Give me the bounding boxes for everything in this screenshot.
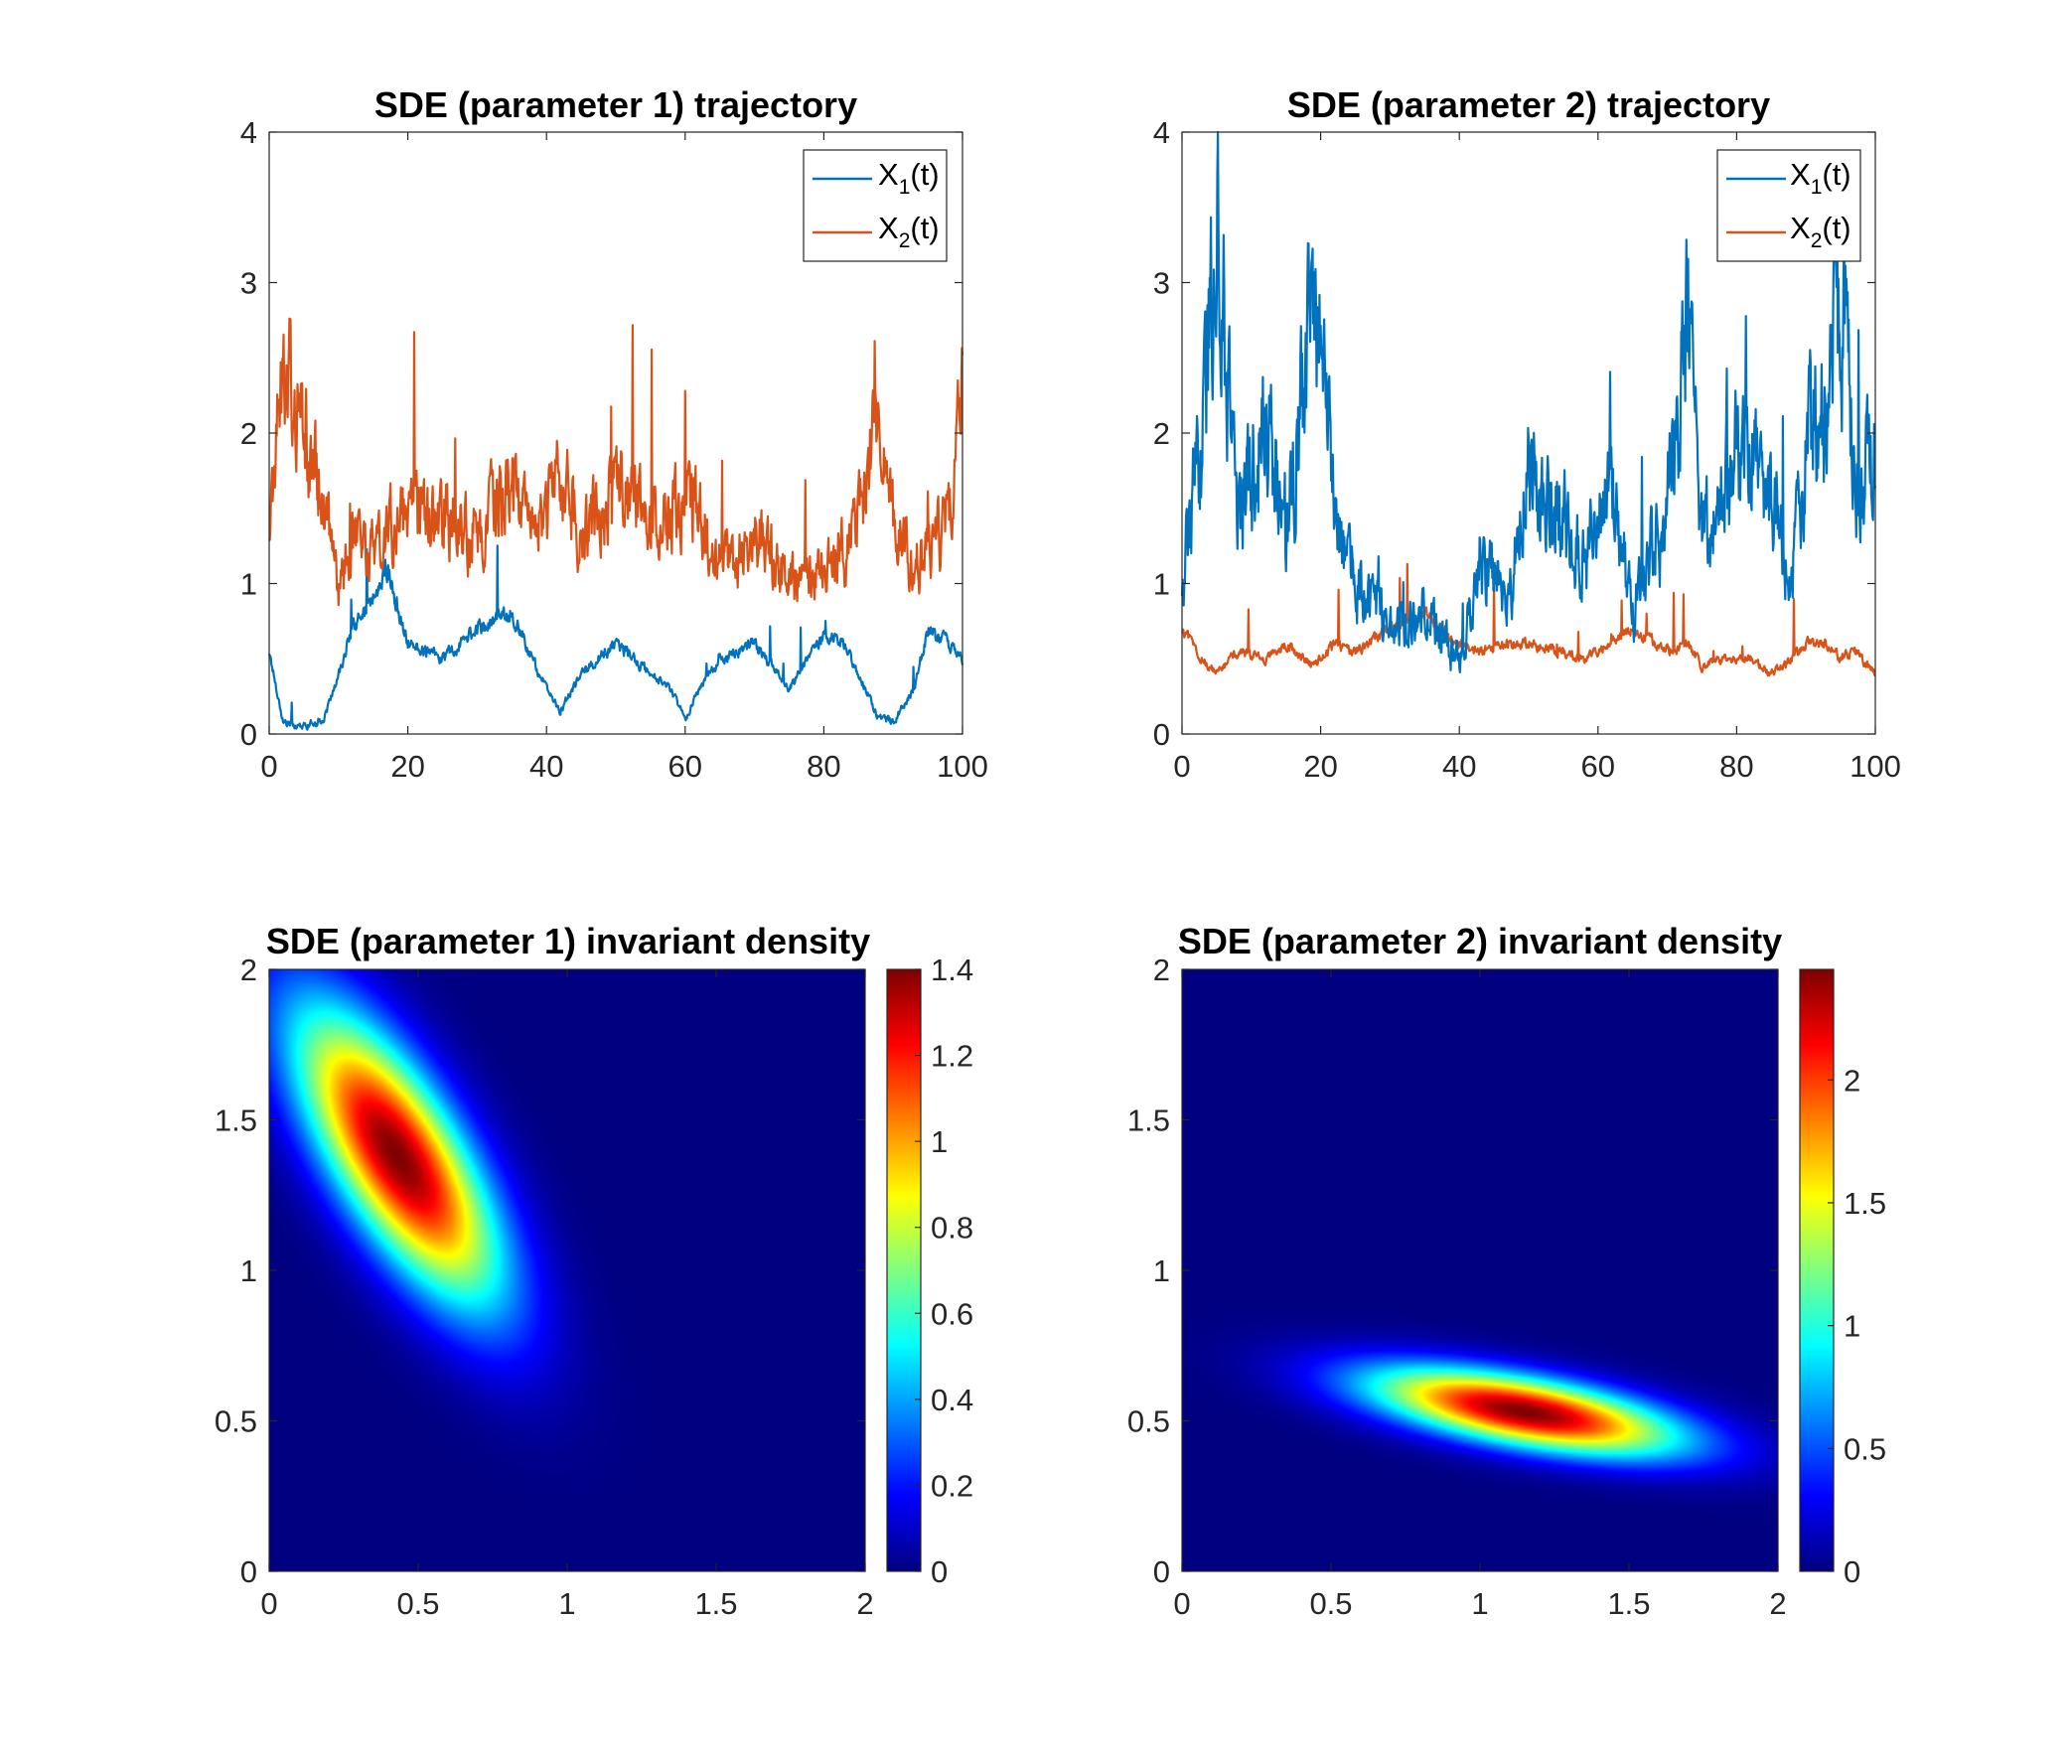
x-tick-label: 0.5 <box>1309 1586 1352 1621</box>
x-tick-label: 60 <box>668 749 702 784</box>
plot-title: SDE (parameter 1) invariant density <box>266 921 870 961</box>
x-tick-label: 80 <box>1719 749 1753 784</box>
y-tick-label: 1.5 <box>1127 1103 1170 1138</box>
x-tick-label: 2 <box>1769 1586 1786 1621</box>
series-line-1 <box>1180 130 1877 674</box>
axis-ticks: 0 0.5 1 1.5 2 0 0.5 1 1.5 2 <box>1127 953 1787 1621</box>
y-tick-label: 0.5 <box>1127 1404 1170 1439</box>
heatmap-canvas <box>1182 969 1778 1571</box>
colorbar-tick-label: 0.4 <box>931 1383 973 1417</box>
x-tick-label: 20 <box>1303 749 1337 784</box>
colorbar-tick-label: 1.4 <box>931 953 973 987</box>
colorbar-tick-label: 1 <box>1844 1309 1860 1344</box>
axis-ticks: 0 0.5 1 1.5 2 0 0.5 1 1.5 2 <box>215 953 874 1621</box>
x-tick-label: 60 <box>1581 749 1615 784</box>
trajectory-plot-2: SDE (parameter 2) trajectory 0 20 40 60 80 10… <box>1153 84 1901 784</box>
y-tick-label: 3 <box>1153 266 1170 301</box>
x-tick-label: 0.5 <box>396 1586 439 1621</box>
legend-box <box>803 149 948 262</box>
series-lines <box>1180 130 1877 677</box>
x-tick-label: 1.5 <box>694 1586 737 1621</box>
y-tick-label: 2 <box>1153 953 1170 987</box>
legend: X1(t) X2(t) <box>1716 149 1861 262</box>
series-line-1 <box>267 544 964 731</box>
series-line-2 <box>267 317 964 607</box>
density-plot-2: SDE (parameter 2) invariant density 0 0.5… <box>1127 921 1886 1621</box>
x-tick-label: 0 <box>260 749 277 784</box>
colorbar-canvas <box>1800 969 1834 1571</box>
axis-ticks: 0 20 40 60 80 100 0 1 2 3 4 <box>1153 115 1901 784</box>
heatmap-canvas <box>269 969 865 1571</box>
y-tick-label: 1.5 <box>215 1103 257 1138</box>
plot-title: SDE (parameter 2) trajectory <box>1287 84 1770 125</box>
colorbar-tick-label: 1.2 <box>931 1039 973 1074</box>
colorbar-ticks: 0 0.5 1 1.5 2 <box>1828 1063 1886 1589</box>
colorbar-tick-label: 1.5 <box>1844 1186 1886 1221</box>
x-tick-label: 100 <box>1850 749 1901 784</box>
axis-ticks: 0 20 40 60 80 100 0 1 2 3 4 <box>240 115 988 784</box>
colorbar-tick-label: 1 <box>931 1124 948 1159</box>
y-tick-label: 0 <box>1153 717 1170 752</box>
x-tick-label: 0 <box>1173 749 1190 784</box>
colorbar-canvas <box>887 969 921 1571</box>
y-tick-label: 1 <box>240 567 257 602</box>
x-tick-label: 1.5 <box>1607 1586 1650 1621</box>
colorbar-tick-label: 0.6 <box>931 1296 973 1331</box>
series-line-2 <box>1181 562 1876 677</box>
x-tick-label: 1 <box>558 1586 575 1621</box>
plot-title: SDE (parameter 1) trajectory <box>374 84 857 125</box>
x-tick-label: 40 <box>529 749 563 784</box>
y-tick-label: 4 <box>1153 115 1170 150</box>
x-tick-label: 80 <box>807 749 840 784</box>
y-tick-label: 0 <box>240 1554 257 1589</box>
colorbar-box <box>1799 968 1835 1572</box>
colorbar-tick-label: 0.8 <box>931 1211 973 1246</box>
y-tick-label: 2 <box>240 416 257 451</box>
y-tick-label: 1 <box>1153 567 1170 602</box>
y-tick-label: 0 <box>1153 1554 1170 1589</box>
y-tick-label: 3 <box>240 266 257 301</box>
x-tick-label: 1 <box>1471 1586 1488 1621</box>
colorbar-tick-label: 0.5 <box>1844 1431 1886 1466</box>
colorbar-ticks: 0 0.2 0.4 0.6 0.8 1 1.2 1.4 <box>915 953 973 1589</box>
legend-box <box>1716 149 1861 262</box>
density-plot-1: SDE (parameter 1) invariant density 0 0.5… <box>215 921 973 1621</box>
colorbar-tick-label: 0 <box>931 1554 948 1589</box>
x-tick-label: 2 <box>856 1586 873 1621</box>
colorbar-box <box>886 968 922 1572</box>
y-tick-label: 4 <box>240 115 257 150</box>
plot-title: SDE (parameter 2) invariant density <box>1178 921 1782 961</box>
legend: X1(t) X2(t) <box>803 149 948 262</box>
x-tick-label: 40 <box>1442 749 1476 784</box>
colorbar-tick-label: 0 <box>1844 1554 1860 1589</box>
colorbar-tick-label: 0.2 <box>931 1468 973 1503</box>
trajectory-plot-1: SDE (parameter 1) trajectory 0 20 40 60 80 10… <box>240 84 988 784</box>
x-tick-label: 20 <box>390 749 424 784</box>
x-tick-label: 100 <box>937 749 988 784</box>
colorbar-tick-label: 2 <box>1844 1063 1860 1098</box>
x-tick-label: 0 <box>260 1586 277 1621</box>
y-tick-label: 0.5 <box>215 1404 257 1439</box>
y-tick-label: 1 <box>1153 1253 1170 1288</box>
x-tick-label: 0 <box>1173 1586 1190 1621</box>
y-tick-label: 0 <box>240 717 257 752</box>
y-tick-label: 2 <box>240 953 257 987</box>
series-lines <box>267 317 964 731</box>
y-tick-label: 2 <box>1153 416 1170 451</box>
y-tick-label: 1 <box>240 1253 257 1288</box>
